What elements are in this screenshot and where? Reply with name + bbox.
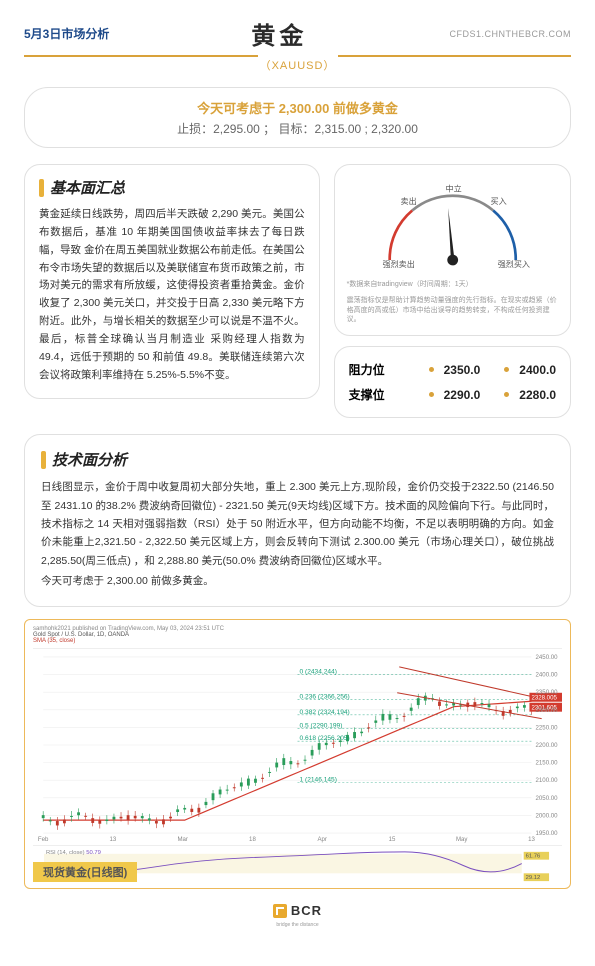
rsi-label: RSI (14, close) xyxy=(46,850,85,856)
technical-title: 技术面分析 xyxy=(52,449,127,470)
svg-text:13: 13 xyxy=(110,837,117,843)
title-block: 黄金 xyxy=(109,16,449,51)
symbol: （XAUUSD） xyxy=(24,57,571,73)
svg-text:2100.00: 2100.00 xyxy=(536,779,559,785)
footer-brand: BCR xyxy=(291,903,322,918)
gauge-svg: 强烈卖出 卖出 中立 买入 强烈买入 xyxy=(347,179,558,269)
recommendation-box: 今天可考虑于 2,300.00 前做多黄金 止损：2,295.00 ； 目标：2… xyxy=(24,87,571,148)
svg-text:2400.00: 2400.00 xyxy=(536,673,559,679)
technical-card: 技术面分析 日线图显示，金价于周中收复周初大部分失地，重上 2.300 美元上方… xyxy=(24,434,571,607)
svg-text:2250.00: 2250.00 xyxy=(536,726,559,732)
svg-text:13: 13 xyxy=(528,837,535,843)
svg-text:2200.00: 2200.00 xyxy=(536,743,559,749)
accent-bar-icon xyxy=(41,451,46,469)
svg-text:0.5 (2290.199): 0.5 (2290.199) xyxy=(300,723,343,730)
svg-text:1950.00: 1950.00 xyxy=(536,832,559,838)
svg-text:1 (2146.145): 1 (2146.145) xyxy=(300,777,337,784)
levels-card: 阻力位 2350.0 2400.0 支撑位 2290.0 2280.0 xyxy=(334,346,571,418)
svg-text:2000.00: 2000.00 xyxy=(536,814,559,820)
svg-text:18: 18 xyxy=(249,837,256,843)
resistance-v1: 2350.0 xyxy=(444,363,481,377)
accent-bar-icon xyxy=(39,179,44,197)
page-title: 黄金 xyxy=(109,16,449,51)
page: 5月3日市场分析 黄金 CFDS1.CHNTHEBCR.COM （XAUUSD）… xyxy=(0,0,595,966)
rsi-tag-2: 29.12 xyxy=(526,876,541,882)
svg-text:Apr: Apr xyxy=(317,837,326,843)
svg-text:May: May xyxy=(456,837,468,843)
gauge-buy: 买入 xyxy=(490,197,506,206)
rsi-val: 50.79 xyxy=(86,850,101,856)
reco-main: 今天可考虑于 2,300.00 前做多黄金 xyxy=(41,98,554,117)
svg-text:2350.00: 2350.00 xyxy=(536,691,559,697)
rsi-tag-1: 61.76 xyxy=(526,854,541,860)
svg-text:2150.00: 2150.00 xyxy=(536,761,559,767)
support-v1: 2290.0 xyxy=(444,388,481,402)
chart-card: samhohk2021 published on TradingView.com… xyxy=(24,619,571,889)
dot-icon xyxy=(429,392,434,397)
svg-text:2450.00: 2450.00 xyxy=(536,655,559,661)
svg-text:0.382 (2324.194): 0.382 (2324.194) xyxy=(300,709,350,716)
site-url: CFDS1.CHNTHEBCR.COM xyxy=(449,29,571,39)
reco-sl-tp: 止损：2,295.00 ； 目标：2,315.00 ; 2,320.00 xyxy=(41,120,554,137)
price-tag-1: 2328.005 xyxy=(531,696,557,702)
support-v2: 2280.0 xyxy=(519,388,556,402)
fundamentals-card: 基本面汇总 黄金延续日线跌势，周四后半天跌破 2,290 美元。美国公布数据后，… xyxy=(24,164,320,399)
chart-sma: SMA (35, close) xyxy=(33,638,75,644)
resistance-v2: 2400.0 xyxy=(519,363,556,377)
chart-caption: 现货黄金(日线图) xyxy=(33,862,137,882)
resistance-row: 阻力位 2350.0 2400.0 xyxy=(349,357,556,382)
date-label: 5月3日市场分析 xyxy=(24,25,109,42)
svg-text:2300.00: 2300.00 xyxy=(536,708,559,714)
dot-icon xyxy=(504,367,509,372)
dot-icon xyxy=(429,367,434,372)
support-label: 支撑位 xyxy=(349,386,405,403)
support-row: 支撑位 2290.0 2280.0 xyxy=(349,382,556,407)
chart-plot: 2328.005 2301.605 2450.002400.002350.002… xyxy=(33,648,562,843)
svg-text:Mar: Mar xyxy=(177,837,187,843)
svg-text:Feb: Feb xyxy=(38,837,49,843)
sentiment-gauge: 强烈卖出 卖出 中立 买入 强烈买入 *数据来自tradingview（时间周期… xyxy=(334,164,571,336)
gauge-strong-buy: 强烈买入 xyxy=(497,260,529,269)
logo-icon xyxy=(273,904,287,918)
svg-text:RSI (14, close) 50.79: RSI (14, close) 50.79 xyxy=(46,850,101,856)
footer: BCR bridge the distance xyxy=(24,903,571,928)
svg-text:2050.00: 2050.00 xyxy=(536,796,559,802)
technical-body2: 今天可考虑于 2,300.00 前做多黄金。 xyxy=(41,572,554,590)
gauge-foot2: 震荡指标仅是帮助计算趋势动量强度的先行指标。在现实或趋紧（价格高度的高或低）市场… xyxy=(347,296,558,325)
chart-svg: 2328.005 2301.605 2450.002400.002350.002… xyxy=(33,649,562,843)
dot-icon xyxy=(504,392,509,397)
svg-text:0 (2434.244): 0 (2434.244) xyxy=(300,669,337,676)
gauge-sell: 卖出 xyxy=(400,196,416,206)
resistance-label: 阻力位 xyxy=(349,361,405,378)
gauge-strong-sell: 强烈卖出 xyxy=(382,259,414,269)
technical-body: 日线图显示，金价于周中收复周初大部分失地，重上 2.300 美元上方,现阶段，金… xyxy=(41,478,554,570)
svg-text:15: 15 xyxy=(389,837,396,843)
header: 5月3日市场分析 黄金 CFDS1.CHNTHEBCR.COM xyxy=(24,16,571,51)
svg-text:0.236 (2366.256): 0.236 (2366.256) xyxy=(300,694,350,701)
fundamentals-body: 黄金延续日线跌势，周四后半天跌破 2,290 美元。美国公布数据后，基准 10 … xyxy=(39,206,305,384)
title-divider xyxy=(24,55,571,57)
fundamentals-title: 基本面汇总 xyxy=(50,177,125,198)
footer-tag: bridge the distance xyxy=(24,922,571,928)
svg-text:0.618 (2256.205): 0.618 (2256.205) xyxy=(300,736,350,743)
gauge-foot1: *数据来自tradingview（时间周期：1天） xyxy=(347,280,558,290)
row-fund-gauge: 基本面汇总 黄金延续日线跌势，周四后半天跌破 2,290 美元。美国公布数据后，… xyxy=(24,164,571,418)
gauge-neutral: 中立 xyxy=(445,184,461,194)
